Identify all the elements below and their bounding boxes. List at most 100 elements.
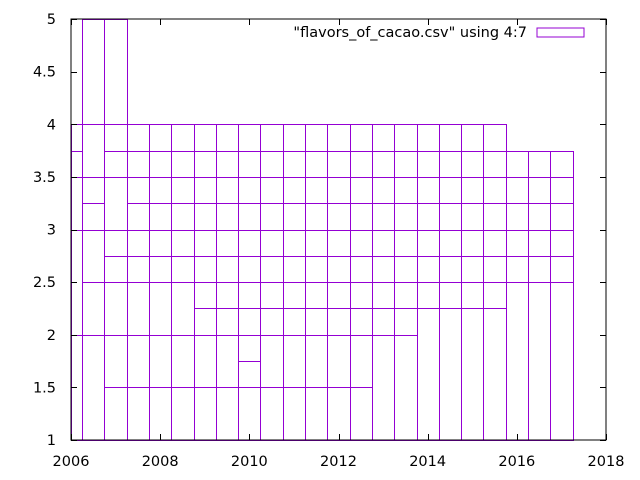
box-mark xyxy=(104,387,128,441)
box-mark xyxy=(394,335,418,441)
box-mark xyxy=(483,203,507,441)
box-mark xyxy=(506,203,529,441)
box-mark xyxy=(483,230,507,441)
box-mark xyxy=(171,151,195,441)
box-mark xyxy=(82,335,105,441)
legend-key-box xyxy=(536,27,585,38)
box-mark xyxy=(350,308,373,441)
box-mark xyxy=(550,256,574,441)
box-series xyxy=(71,19,574,441)
box-mark xyxy=(461,308,484,441)
box-mark xyxy=(327,256,351,441)
box-mark xyxy=(305,151,328,441)
box-mark xyxy=(260,308,284,441)
box-mark xyxy=(439,151,462,441)
box-mark xyxy=(149,387,172,441)
box-mark xyxy=(216,308,239,441)
box-mark xyxy=(127,387,150,441)
box-mark xyxy=(439,230,462,441)
box-mark xyxy=(372,203,395,441)
x-tick-label: 2006 xyxy=(53,454,90,470)
box-mark xyxy=(104,151,128,441)
box-mark xyxy=(394,308,418,441)
box-mark xyxy=(350,282,373,441)
box-mark xyxy=(260,256,284,441)
box-mark xyxy=(483,151,507,441)
box-mark xyxy=(439,282,462,441)
box-mark xyxy=(528,230,551,441)
box-mark xyxy=(394,282,418,441)
box-mark xyxy=(483,282,507,441)
box-mark xyxy=(506,177,529,441)
box-mark xyxy=(461,151,484,441)
box-mark xyxy=(372,282,395,441)
box-mark xyxy=(238,387,261,441)
box-mark xyxy=(506,151,529,441)
box-mark xyxy=(483,256,507,441)
box-mark xyxy=(149,256,172,441)
box-mark xyxy=(238,203,261,441)
box-mark xyxy=(127,203,150,441)
box-mark xyxy=(82,282,105,441)
box-mark xyxy=(417,308,440,441)
box-mark xyxy=(283,256,306,441)
box-mark xyxy=(283,282,306,441)
box-mark xyxy=(238,256,261,441)
box-mark xyxy=(528,256,551,441)
box-mark xyxy=(461,203,484,441)
box-mark xyxy=(149,151,172,441)
box-mark xyxy=(149,177,172,441)
x-tick-label: 2016 xyxy=(498,454,535,470)
box-mark xyxy=(238,361,261,441)
x-tick-label: 2018 xyxy=(588,454,625,470)
box-mark xyxy=(283,203,306,441)
box-mark xyxy=(372,308,395,441)
y-tick-label: 3 xyxy=(47,223,56,239)
y-tick-label: 4 xyxy=(47,117,56,133)
box-mark xyxy=(327,151,351,441)
box-mark xyxy=(171,203,195,441)
box-mark xyxy=(104,177,128,441)
axis-tick-labels: 2006 2008 2010 2012 2014 2016 2018 1 1.5 2 2.5 3 3.5… xyxy=(33,12,625,470)
box-mark xyxy=(194,256,217,441)
box-mark xyxy=(528,151,551,441)
box-mark xyxy=(506,256,529,441)
box-mark xyxy=(483,308,507,441)
box-mark xyxy=(327,282,351,441)
box-mark xyxy=(127,177,150,441)
legend: "flavors_of_cacao.csv" using 4:7 xyxy=(293,25,585,41)
box-mark xyxy=(550,282,574,441)
box-mark xyxy=(171,177,195,441)
box-mark xyxy=(216,151,239,441)
box-mark xyxy=(104,282,128,441)
box-mark xyxy=(506,282,529,441)
box-mark xyxy=(550,230,574,441)
box-mark xyxy=(260,151,284,441)
box-mark xyxy=(260,203,284,441)
plot-frame xyxy=(70,18,607,441)
box-mark xyxy=(305,256,328,441)
box-mark xyxy=(439,256,462,441)
box-mark xyxy=(305,203,328,441)
box-mark xyxy=(104,256,128,441)
box-mark xyxy=(528,203,551,441)
box-mark xyxy=(417,230,440,441)
y-tick-label: 3.5 xyxy=(33,170,56,186)
y-tick-label: 4.5 xyxy=(33,65,56,81)
y-tick-label: 2.5 xyxy=(33,275,56,291)
box-mark xyxy=(194,151,217,441)
box-mark xyxy=(439,203,462,441)
box-mark xyxy=(305,387,328,441)
box-mark xyxy=(82,203,105,441)
y-tick-label: 1.5 xyxy=(33,380,56,396)
box-mark xyxy=(171,282,195,441)
x-tick-label: 2010 xyxy=(231,454,268,470)
box-mark xyxy=(372,335,395,441)
box-mark xyxy=(439,308,462,441)
box-mark xyxy=(216,282,239,441)
box-mark xyxy=(550,151,574,441)
box-mark xyxy=(127,282,150,441)
box-mark xyxy=(372,151,395,441)
box-mark xyxy=(194,308,217,441)
box-mark xyxy=(216,387,239,441)
